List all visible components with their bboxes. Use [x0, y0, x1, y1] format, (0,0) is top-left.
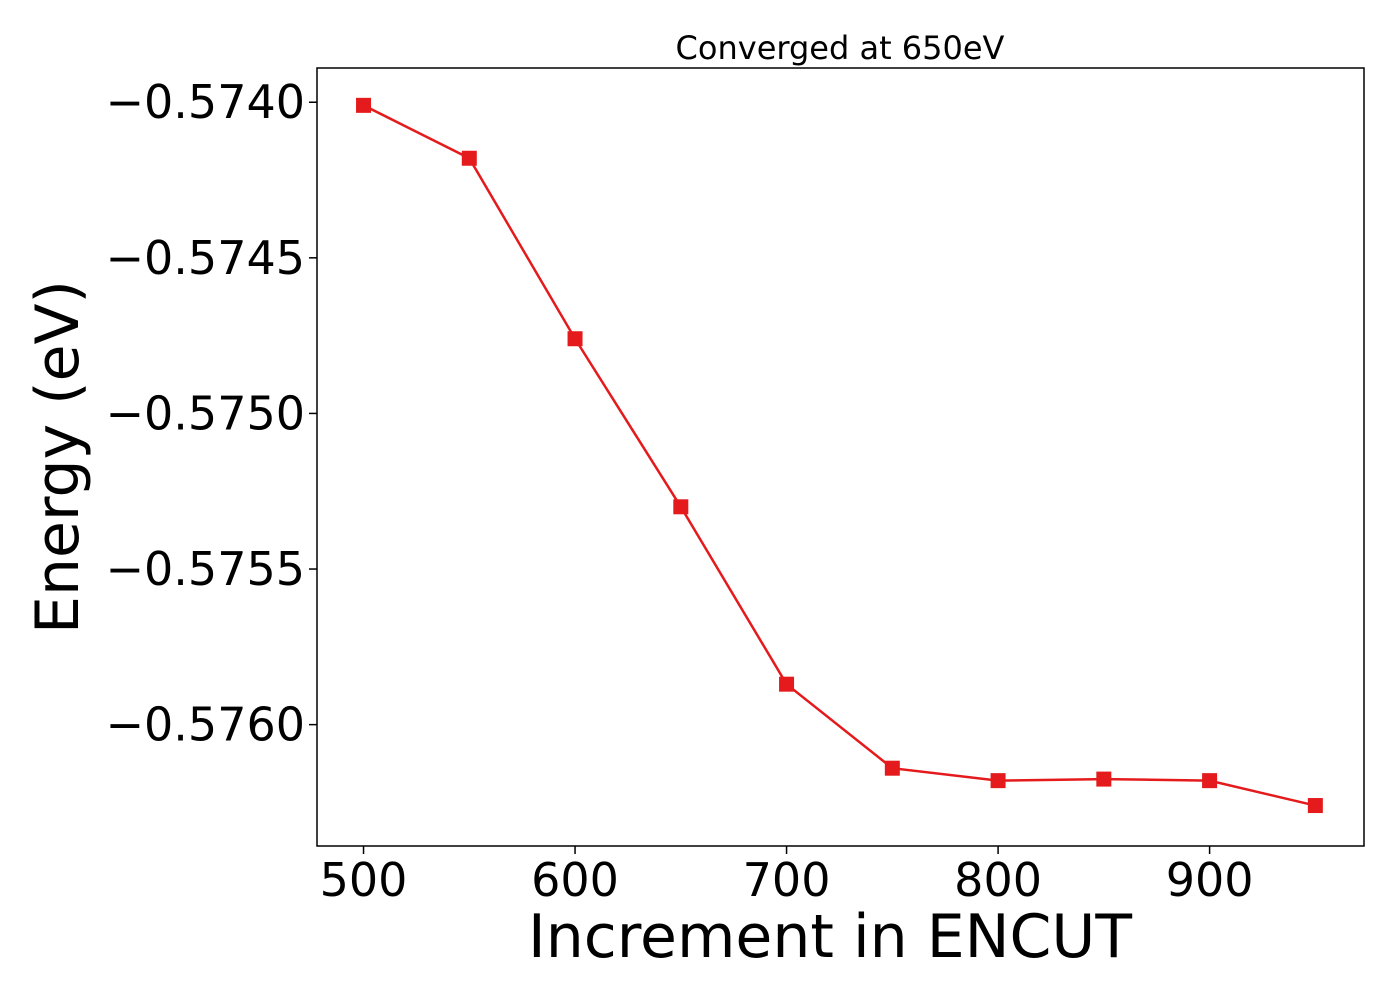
data-point-marker [884, 760, 900, 776]
data-point-marker [1096, 771, 1112, 787]
x-tick-label: 900 [1166, 853, 1254, 907]
x-tick-label: 600 [531, 853, 619, 907]
data-point-marker [461, 150, 477, 166]
plot-area [316, 67, 1365, 847]
y-tick-label: −0.5745 [106, 231, 306, 285]
data-point-marker [1307, 798, 1323, 814]
data-point-marker [567, 331, 583, 347]
chart-title: Converged at 650eV [676, 29, 1005, 67]
data-point-marker [356, 97, 372, 113]
x-tick-label: 800 [954, 853, 1042, 907]
series-layer [356, 97, 1323, 814]
data-point-marker [990, 773, 1006, 789]
data-point-marker [779, 676, 795, 692]
data-point-marker [673, 499, 689, 515]
series-line [362, 104, 1316, 807]
x-tick-label: 700 [743, 853, 831, 907]
y-tick-label: −0.5760 [106, 698, 306, 752]
x-axis-ticks: 500 600 700 800 900 [320, 846, 1254, 907]
y-tick-label: −0.5750 [106, 386, 306, 440]
y-tick-label: −0.5740 [106, 75, 306, 129]
x-axis-label: Increment in ENCUT [528, 902, 1132, 972]
y-axis-ticks: −0.5740 −0.5745 −0.5750 −0.5755 −0.5760 [106, 75, 317, 752]
y-axis-label: Energy (eV) [23, 280, 93, 634]
data-point-marker [1202, 773, 1218, 789]
x-tick-label: 500 [320, 853, 408, 907]
y-tick-label: −0.5755 [106, 542, 306, 596]
